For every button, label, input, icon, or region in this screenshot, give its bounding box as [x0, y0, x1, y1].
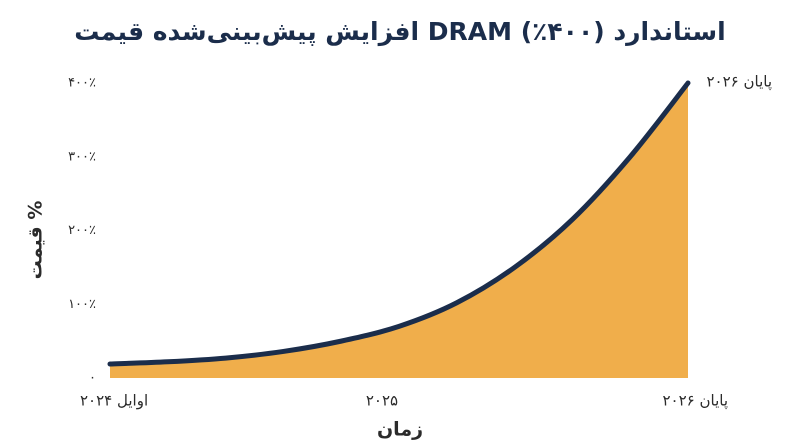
x-axis-label: زمان [377, 419, 423, 441]
y-tick-label: ۰ [89, 371, 96, 386]
x-tick-label: اوایل ۲۰۲۴ [80, 392, 148, 410]
line [107, 80, 691, 367]
chart-title: افزایش پیش‌بینی‌شده قیمت DRAM استاندارد … [74, 17, 725, 47]
y-tick-label: ۳۰۰٪ [68, 149, 96, 164]
x-tick-label: ۲۰۲۵ [366, 392, 398, 410]
area-fill [110, 83, 688, 378]
annotation: پایان ۲۰۲۶ [706, 73, 772, 92]
y-tick-label: ۲۰۰٪ [68, 223, 96, 238]
y-tick-label: ۴۰۰٪ [68, 76, 96, 91]
x-tick-label: پایان ۲۰۲۶ [662, 392, 728, 411]
y-axis-label: قیمت % [25, 201, 47, 280]
y-tick-label: ۱۰۰٪ [68, 297, 96, 312]
